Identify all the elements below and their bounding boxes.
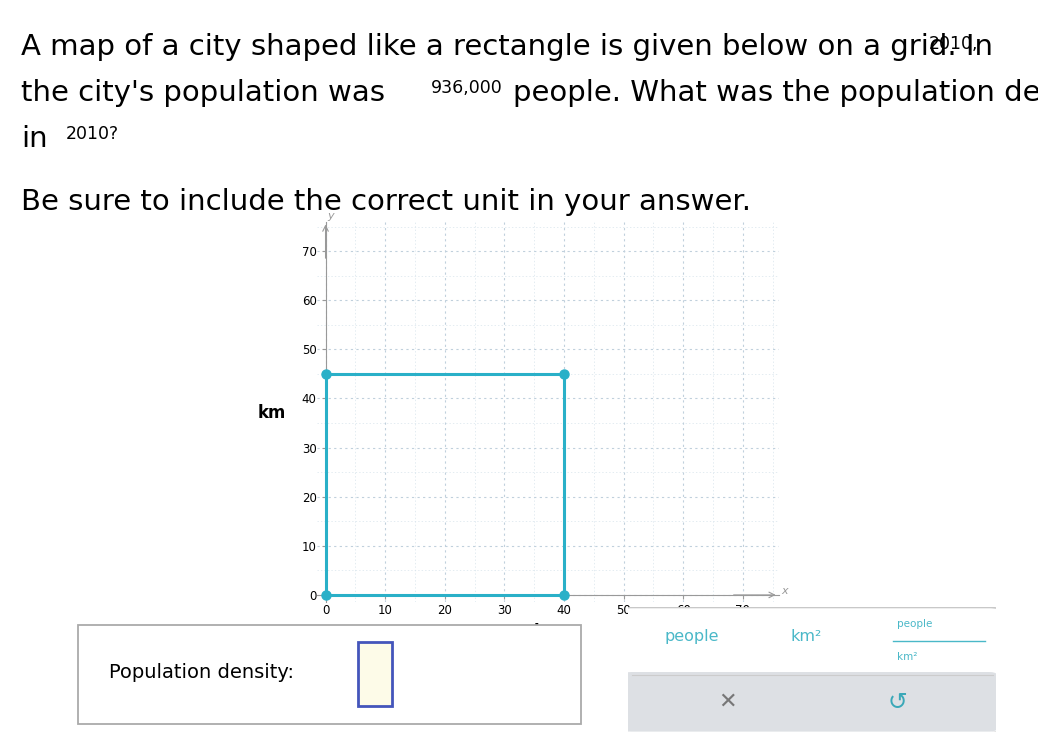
FancyBboxPatch shape	[78, 625, 581, 723]
Text: x: x	[782, 586, 788, 596]
Text: in: in	[21, 125, 48, 153]
Text: ✕: ✕	[718, 692, 737, 712]
Text: 2010?: 2010?	[65, 125, 118, 143]
Text: km²: km²	[790, 628, 821, 644]
Text: km: km	[257, 404, 286, 422]
Text: Be sure to include the correct unit in your answer.: Be sure to include the correct unit in y…	[21, 188, 750, 217]
Text: Population density:: Population density:	[109, 663, 294, 681]
X-axis label: km: km	[534, 622, 562, 641]
Text: people: people	[665, 628, 719, 644]
FancyBboxPatch shape	[621, 607, 1001, 733]
Text: km²: km²	[897, 652, 918, 662]
Text: 2010,: 2010,	[929, 35, 979, 53]
Text: people: people	[897, 619, 932, 629]
FancyBboxPatch shape	[358, 642, 392, 706]
Text: ↺: ↺	[887, 689, 907, 714]
Text: A map of a city shaped like a rectangle is given below on a grid. In: A map of a city shaped like a rectangle …	[21, 33, 992, 61]
Text: the city's population was: the city's population was	[21, 79, 385, 107]
Text: y: y	[327, 211, 333, 221]
FancyBboxPatch shape	[624, 672, 996, 732]
Text: 936,000: 936,000	[431, 79, 502, 97]
Text: people. What was the population density: people. What was the population density	[513, 79, 1038, 107]
